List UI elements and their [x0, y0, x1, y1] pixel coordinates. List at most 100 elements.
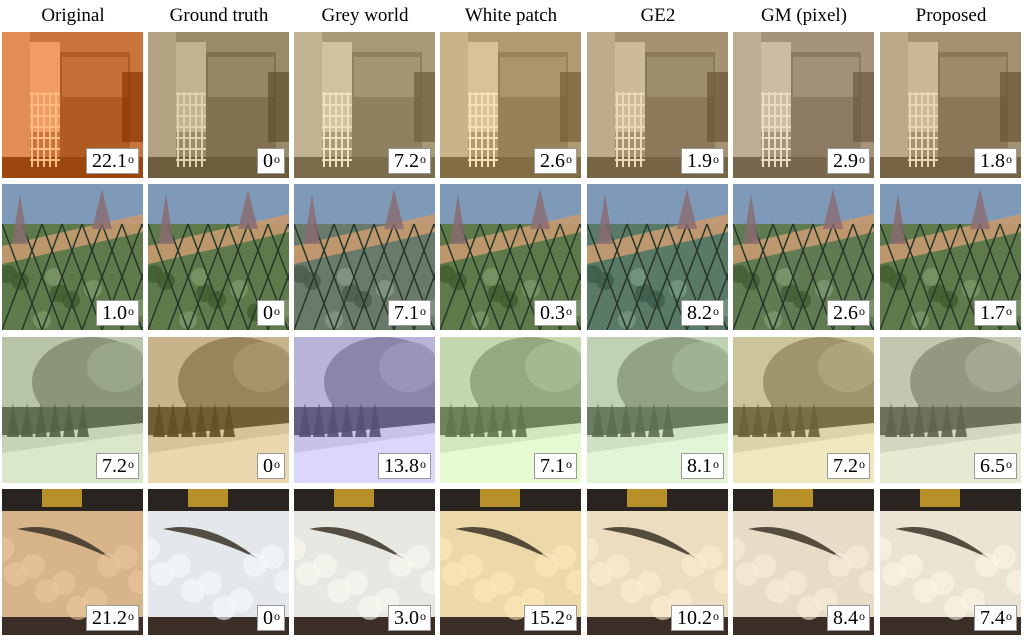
result-image: 8.1o: [587, 337, 728, 483]
degree-symbol: o: [274, 457, 280, 471]
result-image: 7.1o: [294, 184, 435, 330]
result-image: 1.8o: [880, 32, 1021, 178]
angular-error-value: 7.1: [540, 455, 565, 477]
angular-error-value: 15.2: [530, 607, 565, 629]
angular-error-badge: 15.2o: [524, 605, 577, 631]
result-image: 0o: [148, 489, 289, 635]
angular-error-value: 7.2: [833, 455, 858, 477]
result-image: 3.0o: [294, 489, 435, 635]
angular-error-badge: 0o: [257, 300, 285, 326]
column-header: GM (pixel): [760, 5, 847, 26]
angular-error-value: 8.2: [687, 302, 712, 324]
angular-error-badge: 8.1o: [681, 453, 724, 479]
angular-error-badge: 8.4o: [827, 605, 870, 631]
result-image: 7.2o: [733, 337, 874, 483]
degree-symbol: o: [713, 152, 719, 166]
result-image: 21.2o: [2, 489, 143, 635]
angular-error-value: 0: [263, 302, 273, 324]
result-image: 7.2o: [2, 337, 143, 483]
result-image: 7.1o: [440, 337, 581, 483]
degree-symbol: o: [713, 304, 719, 318]
degree-symbol: o: [859, 457, 865, 471]
angular-error-badge: 0o: [257, 148, 285, 174]
result-image: 0.3o: [440, 184, 581, 330]
result-image: 0o: [148, 184, 289, 330]
angular-error-badge: 7.1o: [388, 300, 431, 326]
result-image: 8.4o: [733, 489, 874, 635]
degree-symbol: o: [420, 457, 426, 471]
result-image: 0o: [148, 337, 289, 483]
angular-error-value: 1.7: [980, 302, 1005, 324]
degree-symbol: o: [566, 457, 572, 471]
scene-photo: [294, 184, 435, 330]
angular-error-value: 2.6: [833, 302, 858, 324]
degree-symbol: o: [128, 152, 134, 166]
angular-error-badge: 2.6o: [827, 300, 870, 326]
angular-error-value: 0: [263, 150, 273, 172]
angular-error-value: 6.5: [980, 455, 1005, 477]
degree-symbol: o: [713, 457, 719, 471]
degree-symbol: o: [566, 609, 572, 623]
angular-error-badge: 2.6o: [534, 148, 577, 174]
angular-error-badge: 10.2o: [671, 605, 724, 631]
scene-photo: [880, 337, 1021, 483]
degree-symbol: o: [420, 609, 426, 623]
angular-error-value: 0: [263, 455, 273, 477]
degree-symbol: o: [566, 304, 572, 318]
column-header: White patch: [464, 5, 558, 26]
angular-error-badge: 1.7o: [974, 300, 1017, 326]
angular-error-value: 8.4: [833, 607, 858, 629]
angular-error-value: 13.8: [384, 455, 419, 477]
degree-symbol: o: [1006, 457, 1012, 471]
angular-error-badge: 21.2o: [86, 605, 139, 631]
degree-symbol: o: [859, 609, 865, 623]
result-image: 7.4o: [880, 489, 1021, 635]
degree-symbol: o: [128, 609, 134, 623]
angular-error-value: 7.2: [394, 150, 419, 172]
result-image: 8.2o: [587, 184, 728, 330]
result-image: 2.6o: [733, 184, 874, 330]
degree-symbol: o: [859, 152, 865, 166]
angular-error-value: 22.1: [92, 150, 127, 172]
angular-error-value: 1.8: [980, 150, 1005, 172]
angular-error-badge: 7.2o: [388, 148, 431, 174]
angular-error-badge: 0o: [257, 605, 285, 631]
angular-error-value: 2.9: [833, 150, 858, 172]
angular-error-value: 7.2: [102, 455, 127, 477]
result-image: 15.2o: [440, 489, 581, 635]
degree-symbol: o: [128, 304, 134, 318]
angular-error-value: 1.9: [687, 150, 712, 172]
column-header: Ground truth: [169, 5, 269, 26]
scene-photo: [440, 184, 581, 330]
result-image: 6.5o: [880, 337, 1021, 483]
result-image: 1.0o: [2, 184, 143, 330]
column-headers: Original Ground truth Grey world White patc…: [0, 0, 1024, 32]
angular-error-value: 0.3: [540, 302, 565, 324]
result-image: 10.2o: [587, 489, 728, 635]
scene-photo: [880, 32, 1021, 178]
result-image: 1.7o: [880, 184, 1021, 330]
degree-symbol: o: [713, 609, 719, 623]
angular-error-badge: 13.8o: [378, 453, 431, 479]
angular-error-badge: 6.5o: [974, 453, 1017, 479]
angular-error-badge: 7.1o: [534, 453, 577, 479]
angular-error-badge: 2.9o: [827, 148, 870, 174]
degree-symbol: o: [128, 457, 134, 471]
angular-error-badge: 0o: [257, 453, 285, 479]
scene-photo: [148, 32, 289, 178]
angular-error-badge: 1.9o: [681, 148, 724, 174]
angular-error-badge: 1.8o: [974, 148, 1017, 174]
result-image: 1.9o: [587, 32, 728, 178]
column-header: Proposed: [915, 5, 987, 26]
degree-symbol: o: [859, 304, 865, 318]
angular-error-value: 0: [263, 607, 273, 629]
scene-photo: [880, 489, 1021, 635]
angular-error-value: 7.1: [394, 302, 419, 324]
degree-symbol: o: [420, 152, 426, 166]
degree-symbol: o: [1006, 609, 1012, 623]
angular-error-badge: 3.0o: [388, 605, 431, 631]
degree-symbol: o: [566, 152, 572, 166]
degree-symbol: o: [274, 304, 280, 318]
angular-error-value: 8.1: [687, 455, 712, 477]
result-image: 0o: [148, 32, 289, 178]
